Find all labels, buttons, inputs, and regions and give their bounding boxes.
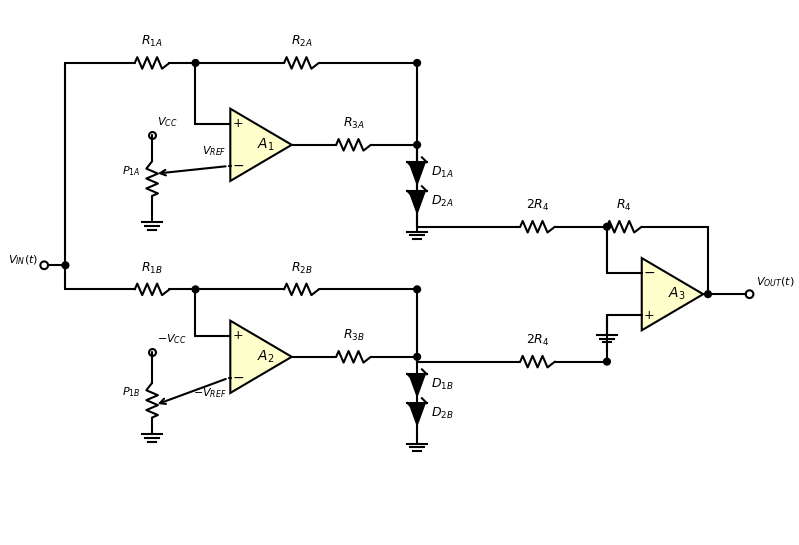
Text: $R_{1A}$: $R_{1A}$ xyxy=(141,34,163,50)
Circle shape xyxy=(603,223,610,230)
Text: $2R_{4}$: $2R_{4}$ xyxy=(526,198,550,213)
Text: +: + xyxy=(644,309,654,322)
Text: $2R_{4}$: $2R_{4}$ xyxy=(526,333,550,348)
Text: $A_3$: $A_3$ xyxy=(669,286,686,302)
Text: $R_{4}$: $R_{4}$ xyxy=(617,198,632,213)
Text: +: + xyxy=(233,329,243,342)
Text: $R_{3A}$: $R_{3A}$ xyxy=(343,116,364,131)
Text: $D_{2A}$: $D_{2A}$ xyxy=(431,194,453,209)
Text: $A_1$: $A_1$ xyxy=(257,137,275,153)
Text: −: − xyxy=(643,266,655,280)
Text: $V_{CC}$: $V_{CC}$ xyxy=(157,116,177,129)
Text: $D_{1A}$: $D_{1A}$ xyxy=(431,165,453,180)
Circle shape xyxy=(414,59,420,66)
Text: $D_{1B}$: $D_{1B}$ xyxy=(431,377,453,392)
Text: −: − xyxy=(232,159,244,173)
Circle shape xyxy=(192,286,199,293)
Polygon shape xyxy=(409,191,425,212)
Text: $V_{IN}(t)$: $V_{IN}(t)$ xyxy=(8,253,38,267)
Text: $R_{1B}$: $R_{1B}$ xyxy=(141,261,163,276)
Text: $R_{2B}$: $R_{2B}$ xyxy=(291,261,312,276)
Text: $P_{1A}$: $P_{1A}$ xyxy=(122,164,141,178)
Text: $-V_{REF}$: $-V_{REF}$ xyxy=(193,386,226,399)
Polygon shape xyxy=(409,403,425,424)
Text: $P_{1B}$: $P_{1B}$ xyxy=(122,385,141,399)
Text: $D_{2B}$: $D_{2B}$ xyxy=(431,406,453,421)
Text: $-V_{CC}$: $-V_{CC}$ xyxy=(157,332,187,346)
Circle shape xyxy=(62,262,69,269)
Polygon shape xyxy=(230,320,292,393)
Text: $V_{REF}$: $V_{REF}$ xyxy=(202,144,226,158)
Text: $A_2$: $A_2$ xyxy=(257,349,275,365)
Circle shape xyxy=(414,142,420,148)
Circle shape xyxy=(192,59,199,66)
Circle shape xyxy=(414,354,420,360)
Text: $R_{3B}$: $R_{3B}$ xyxy=(343,328,364,343)
Text: $V_{OUT}(t)$: $V_{OUT}(t)$ xyxy=(757,276,795,289)
Text: $R_{2A}$: $R_{2A}$ xyxy=(291,34,312,50)
Polygon shape xyxy=(409,162,425,183)
Circle shape xyxy=(414,286,420,293)
Circle shape xyxy=(603,358,610,365)
Polygon shape xyxy=(409,374,425,395)
Polygon shape xyxy=(230,108,292,181)
Polygon shape xyxy=(642,258,703,330)
Circle shape xyxy=(705,291,711,298)
Text: −: − xyxy=(232,371,244,385)
Text: +: + xyxy=(233,117,243,130)
